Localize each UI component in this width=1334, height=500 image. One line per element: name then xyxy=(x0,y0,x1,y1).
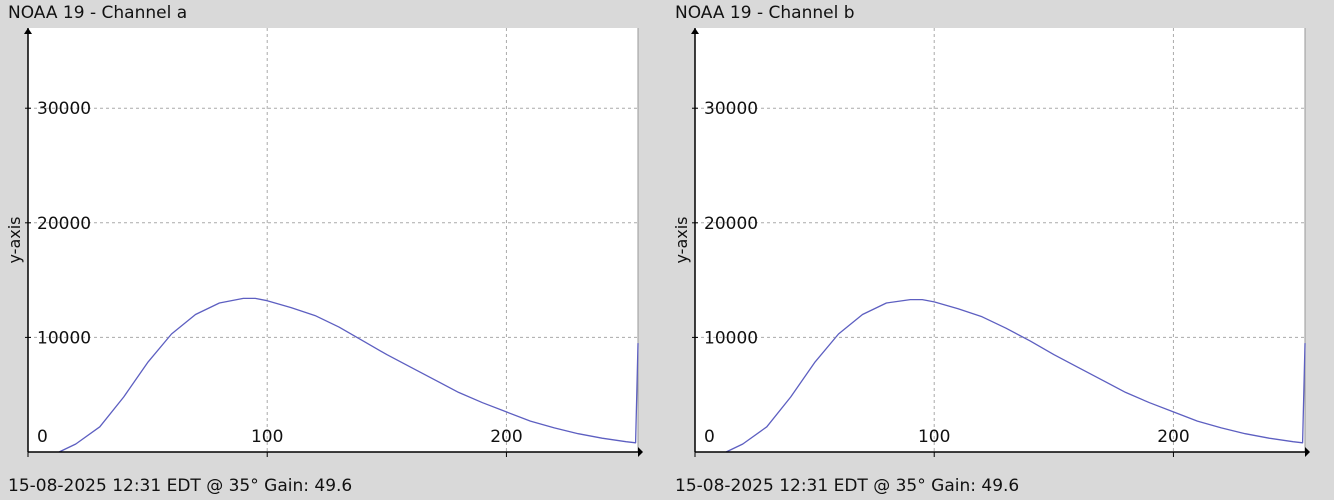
chart-footer: 15-08-2025 12:31 EDT @ 35° Gain: 49.6 xyxy=(675,476,1020,496)
y-tick-label: 30000 xyxy=(37,99,91,119)
y-axis-label: y-axis xyxy=(5,216,24,263)
x-tick-label: 100 xyxy=(251,427,283,447)
y-tick-label: 20000 xyxy=(704,214,758,234)
chart-plot: 0 100 200 10000 20000 30000 y-axis xyxy=(5,28,643,457)
series-line xyxy=(725,298,1306,453)
x-tick-label: 100 xyxy=(918,427,950,447)
y-tick-label: 10000 xyxy=(37,328,91,348)
x-axis-arrow xyxy=(638,447,643,457)
x-tick-label: 200 xyxy=(1157,427,1189,447)
chart-title: NOAA 19 - Channel b xyxy=(675,3,855,23)
chart-panel-channel-b: NOAA 19 - Channel b 0 100 200 10000 20000 300… xyxy=(667,0,1334,500)
chart-panel-channel-a: NOAA 19 - Channel a 0 100 200 10000 20000 300… xyxy=(5,3,643,496)
chart-footer: 15-08-2025 12:31 EDT @ 35° Gain: 49.6 xyxy=(8,476,353,496)
y-axis-arrow xyxy=(24,28,32,34)
x-tick-label: 200 xyxy=(490,427,522,447)
series-line xyxy=(58,297,639,453)
x-tick-label: 0 xyxy=(704,427,715,447)
x-axis-arrow xyxy=(1305,447,1310,457)
chart-title: NOAA 19 - Channel a xyxy=(8,3,188,23)
y-tick-label: 10000 xyxy=(704,328,758,348)
x-tick-label: 0 xyxy=(37,427,48,447)
y-tick-label: 20000 xyxy=(37,214,91,234)
y-axis-arrow xyxy=(691,28,699,34)
chart-plot: 0 100 200 10000 20000 30000 y-axis xyxy=(672,28,1310,457)
plot-area xyxy=(28,28,638,452)
y-tick-label: 30000 xyxy=(704,99,758,119)
plot-area xyxy=(695,28,1305,452)
y-axis-label: y-axis xyxy=(672,216,691,263)
